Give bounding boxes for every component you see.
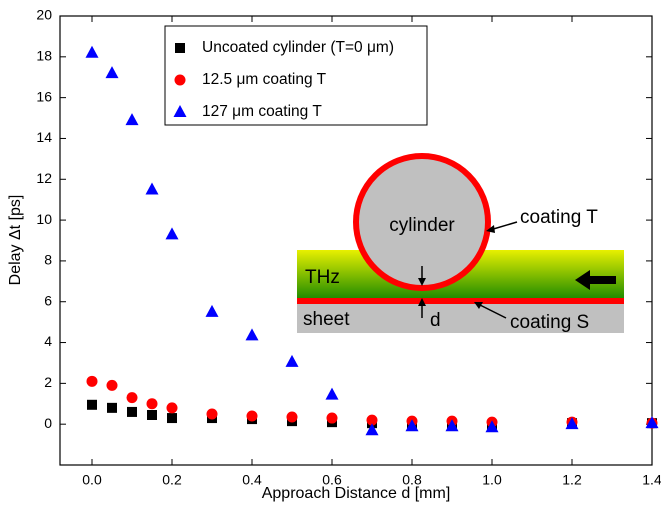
annotation: sheet xyxy=(303,309,350,330)
triangle-marker xyxy=(286,355,299,367)
circle-marker xyxy=(127,392,138,403)
circle-marker xyxy=(107,380,118,391)
legend-label: 127 μm coating T xyxy=(202,103,322,120)
square-marker xyxy=(147,410,157,420)
y-tick-label: 8 xyxy=(44,252,52,268)
y-tick-label: 4 xyxy=(44,333,52,349)
annotation: coating T xyxy=(520,207,598,228)
y-tick-label: 20 xyxy=(36,7,52,23)
y-tick-label: 6 xyxy=(44,292,52,308)
annotation: cylinder xyxy=(389,215,455,236)
x-axis-label: Approach Distance d [mm] xyxy=(262,485,451,502)
circle-marker xyxy=(147,398,158,409)
square-marker xyxy=(167,413,177,423)
triangle-marker xyxy=(86,46,99,58)
x-tick-label: 0.2 xyxy=(162,472,182,488)
square-marker xyxy=(175,43,185,53)
triangle-marker xyxy=(166,227,179,239)
legend-label: Uncoated cylinder (T=0 μm) xyxy=(202,39,394,56)
x-tick-label: 1.0 xyxy=(482,472,502,488)
circle-marker xyxy=(327,413,338,424)
circle-marker xyxy=(175,75,186,86)
x-tick-label: 1.4 xyxy=(642,472,661,488)
triangle-marker xyxy=(246,328,259,340)
circle-marker xyxy=(207,408,218,419)
triangle-marker xyxy=(146,182,159,194)
inset-diagram: cylinder coating T THz sheet d coating S xyxy=(297,156,624,333)
y-axis-label: Delay Δt [ps] xyxy=(7,195,24,286)
chart: 0.00.20.40.60.81.01.21.40246810121416182… xyxy=(0,0,661,506)
annotation: d xyxy=(430,310,441,331)
x-tick-label: 0.4 xyxy=(242,472,262,488)
circle-marker xyxy=(247,411,258,422)
y-tick-label: 0 xyxy=(44,415,52,431)
x-tick-label: 0.0 xyxy=(82,472,102,488)
y-tick-label: 16 xyxy=(36,88,52,104)
y-tick-label: 12 xyxy=(36,170,52,186)
triangle-marker xyxy=(126,113,139,125)
circle-marker xyxy=(287,412,298,423)
y-tick-label: 14 xyxy=(36,129,52,145)
circle-marker xyxy=(87,376,98,387)
annotation: THz xyxy=(305,267,340,288)
triangle-marker xyxy=(106,66,119,78)
y-tick-label: 18 xyxy=(36,48,52,64)
square-marker xyxy=(107,403,117,413)
circle-marker xyxy=(167,402,178,413)
coating-s-layer xyxy=(297,298,624,304)
square-marker xyxy=(87,400,97,410)
triangle-marker xyxy=(326,388,339,400)
legend-label: 12.5 μm coating T xyxy=(202,71,327,88)
triangle-marker xyxy=(206,305,219,317)
square-marker xyxy=(127,407,137,417)
annotation: coating S xyxy=(510,312,589,333)
x-tick-label: 1.2 xyxy=(562,472,582,488)
y-tick-label: 2 xyxy=(44,374,52,390)
y-tick-label: 10 xyxy=(36,211,52,227)
legend: Uncoated cylinder (T=0 μm) 12.5 μm coatin… xyxy=(165,26,427,125)
